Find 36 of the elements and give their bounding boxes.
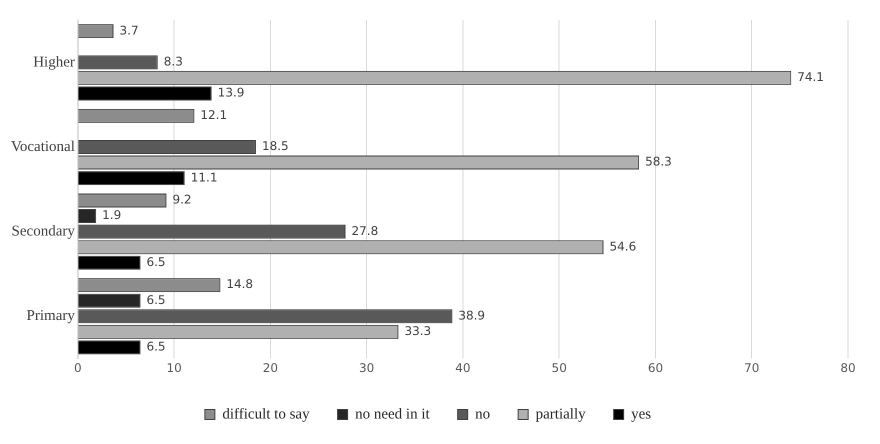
data-label: 6.5 xyxy=(146,340,166,354)
data-label: 1.9 xyxy=(102,208,122,222)
legend-label: partially xyxy=(536,406,586,422)
legend-label: yes xyxy=(631,406,652,422)
legend-label: no xyxy=(475,406,490,422)
data-label: 18.5 xyxy=(262,139,289,154)
data-label: 12.1 xyxy=(200,108,228,122)
data-label: 27.8 xyxy=(351,224,378,238)
data-label: 6.5 xyxy=(146,254,166,269)
data-label: 9.2 xyxy=(172,192,192,207)
data-label: 33.3 xyxy=(404,324,432,338)
x-tick-label: 10 xyxy=(166,360,182,375)
legend-label: no need in it xyxy=(355,406,430,422)
y-tick-label: Primary xyxy=(26,308,76,324)
data-label: 13.9 xyxy=(218,86,244,100)
data-label: 11.1 xyxy=(190,170,218,184)
y-tick-label: Secondary xyxy=(12,224,76,240)
data-label: 8.3 xyxy=(164,54,183,68)
y-tick-label: Vocational xyxy=(11,138,75,155)
data-label: 74.1 xyxy=(797,70,824,84)
x-tick-label: 50 xyxy=(552,360,567,375)
data-label: 58.3 xyxy=(645,154,672,169)
x-tick-label: 60 xyxy=(648,360,664,375)
legend-label: difficult to say xyxy=(222,406,310,422)
data-label: 54.6 xyxy=(609,239,636,254)
x-tick-label: 20 xyxy=(262,360,278,375)
x-tick-label: 0 xyxy=(74,360,82,375)
x-tick-label: 80 xyxy=(840,360,856,375)
x-tick-label: 40 xyxy=(455,360,471,375)
x-tick-label: 70 xyxy=(744,360,760,375)
data-label: 3.7 xyxy=(119,23,139,38)
y-tick-label: Higher xyxy=(33,54,75,70)
data-label: 14.8 xyxy=(226,277,254,292)
data-label: 38.9 xyxy=(458,308,486,322)
data-label: 6.5 xyxy=(146,292,166,307)
x-tick-label: 30 xyxy=(359,360,374,375)
